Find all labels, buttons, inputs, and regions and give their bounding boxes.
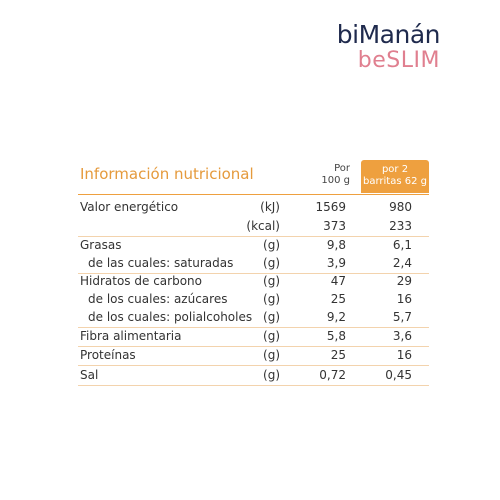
- row-rule: [78, 273, 429, 274]
- header-per-100: Por 100 g: [321, 163, 350, 187]
- header-per-serving: por 2 barritas 62 g: [361, 160, 429, 193]
- brand-line: beSLIM: [357, 48, 440, 73]
- row-per-serving: 29: [396, 274, 412, 288]
- row-unit: (g): [263, 329, 280, 343]
- row-per-serving: 980: [389, 200, 412, 214]
- row-label: Proteínas: [80, 348, 136, 362]
- row-per-100: 9,2: [326, 310, 346, 324]
- row-label: de los cuales: azúcares: [88, 292, 228, 306]
- header-rule: [78, 194, 429, 195]
- row-label: de las cuales: saturadas: [88, 256, 234, 270]
- row-per-100: 0,72: [319, 368, 346, 382]
- row-label: Fibra alimentaria: [80, 329, 182, 343]
- row-per-100: 1569: [315, 200, 346, 214]
- header-text-box: por 2 barritas 62 g: [361, 164, 429, 188]
- row-per-serving: 16: [396, 348, 412, 362]
- row-per-serving: 233: [389, 219, 412, 233]
- row-unit: (g): [263, 368, 280, 382]
- row-per-100: 47: [330, 274, 346, 288]
- row-unit: (kJ): [260, 200, 280, 214]
- row-unit: (g): [263, 310, 280, 324]
- row-label: Sal: [80, 368, 99, 382]
- row-per-100: 373: [323, 219, 346, 233]
- table-title: Información nutricional: [80, 165, 254, 183]
- row-label: de los cuales: polialcoholes: [88, 310, 253, 324]
- row-label: Grasas: [80, 238, 122, 252]
- row-rule: [78, 236, 429, 237]
- row-per-100: 3,9: [326, 256, 346, 270]
- row-per-serving: 6,1: [392, 238, 412, 252]
- row-rule: [78, 385, 429, 386]
- row-unit: (g): [263, 256, 280, 270]
- row-unit: (g): [263, 292, 280, 306]
- row-unit: (g): [263, 348, 280, 362]
- row-per-100: 25: [330, 348, 346, 362]
- row-unit: (kcal): [246, 219, 280, 233]
- row-rule: [78, 365, 429, 366]
- row-rule: [78, 346, 429, 347]
- header-text: barritas 62 g: [363, 176, 427, 187]
- row-per-serving: 3,6: [392, 329, 412, 343]
- header-text: Por: [334, 163, 350, 174]
- row-per-serving: 16: [396, 292, 412, 306]
- header-text: 100 g: [321, 175, 350, 186]
- row-per-serving: 2,4: [392, 256, 412, 270]
- row-label: Hidratos de carbono: [80, 274, 202, 288]
- row-unit: (g): [263, 238, 280, 252]
- brand-name: biManán: [336, 20, 441, 49]
- row-per-serving: 0,45: [385, 368, 412, 382]
- row-unit: (g): [263, 274, 280, 288]
- row-label: Valor energético: [80, 200, 179, 214]
- row-per-100: 9,8: [326, 238, 346, 252]
- header-text: por 2: [381, 164, 409, 175]
- row-per-100: 25: [330, 292, 346, 306]
- row-per-serving: 5,7: [392, 310, 412, 324]
- row-rule: [78, 327, 429, 328]
- row-per-100: 5,8: [326, 329, 346, 343]
